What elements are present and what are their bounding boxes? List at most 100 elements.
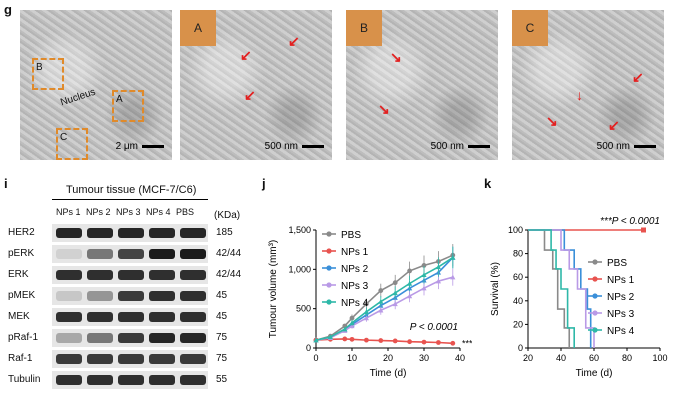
blot-band	[87, 333, 113, 343]
inset-a-label: A	[180, 10, 216, 46]
overview-box-b: B	[32, 58, 64, 90]
legend-label: NPs 3	[341, 281, 369, 292]
blot-row-label: pERK	[8, 248, 35, 259]
y-tick-label: 40	[513, 296, 523, 306]
x-tick-label: 0	[313, 353, 318, 363]
x-tick-label: 10	[347, 353, 357, 363]
data-point	[342, 336, 348, 342]
y-tick-label: 0	[306, 343, 311, 353]
lane-label: NPs 3	[116, 207, 141, 217]
blot-band	[180, 270, 206, 280]
blot-row-label: Tubulin	[8, 374, 41, 385]
blot-band	[87, 249, 113, 259]
inset-c-label: C	[512, 10, 548, 46]
x-tick-label: 60	[589, 353, 599, 363]
legend-label: PBS	[341, 230, 361, 241]
blot-band	[149, 270, 175, 280]
blot-band	[56, 354, 82, 364]
overview-scale-bar: 2 μm	[116, 141, 164, 152]
blot-kda-label: 42/44	[216, 248, 242, 259]
blot-row-label: Raf-1	[8, 353, 33, 364]
blot-kda-label: 75	[216, 353, 228, 364]
legend-label: NPs 4	[341, 298, 369, 309]
panel-k-letter: k	[484, 176, 492, 191]
blot-band	[87, 354, 113, 364]
blot-strip	[52, 329, 208, 347]
legend-marker	[326, 282, 332, 288]
data-point	[378, 338, 384, 343]
blot-band	[180, 291, 206, 301]
series-line	[315, 338, 453, 345]
data-point	[407, 339, 412, 345]
y-tick-label: 500	[296, 304, 311, 314]
legend-label: NPs 2	[607, 292, 635, 303]
censor-marker	[641, 227, 646, 233]
x-axis-label: Time (d)	[576, 368, 613, 379]
blot-band	[149, 375, 175, 385]
survival-step-line	[528, 229, 595, 348]
blot-band	[56, 228, 82, 238]
blot-band	[56, 375, 82, 385]
data-point	[378, 288, 384, 293]
legend-marker	[592, 259, 598, 265]
red-arrow-icon: ↙	[632, 69, 644, 85]
blot-band	[149, 228, 175, 238]
x-tick-label: 20	[383, 353, 393, 363]
data-point	[363, 315, 369, 321]
legend-marker	[326, 265, 332, 271]
red-arrow-icon: ↙	[288, 33, 300, 49]
data-point	[342, 326, 348, 332]
x-tick-label: 20	[523, 353, 533, 363]
legend-marker	[592, 276, 598, 282]
blot-band	[149, 333, 175, 343]
blot-title-underline	[52, 199, 208, 200]
legend-label: PBS	[607, 258, 627, 269]
blot-band	[180, 249, 206, 259]
legend-marker	[326, 231, 332, 237]
x-tick-label: 80	[622, 353, 632, 363]
y-tick-label: 100	[508, 225, 523, 235]
blot-title: Tumour tissue (MCF-7/C6)	[66, 184, 197, 196]
kda-header: (KDa)	[214, 210, 241, 221]
inset-b-label: B	[346, 10, 382, 46]
blot-kda-label: 55	[216, 374, 228, 385]
x-tick-label: 30	[419, 353, 429, 363]
blot-kda-label: 45	[216, 290, 228, 301]
lane-label: NPs 4	[146, 207, 171, 217]
blot-band	[180, 375, 206, 385]
blot-strip	[52, 287, 208, 305]
red-arrow-icon: ↓	[576, 87, 583, 103]
data-point	[349, 315, 355, 321]
red-arrow-icon: ↘	[378, 101, 390, 117]
red-arrow-icon: ↙	[608, 117, 620, 133]
data-point	[450, 340, 456, 346]
data-point	[421, 263, 427, 268]
legend-marker	[326, 299, 332, 305]
blot-row-label: pMEK	[8, 290, 36, 301]
blot-band	[149, 249, 175, 259]
overview-box-a: A	[112, 90, 144, 122]
data-point	[378, 307, 384, 313]
blot-kda-label: 185	[216, 227, 233, 238]
blot-band	[118, 270, 144, 280]
x-axis-label: Time (d)	[370, 368, 407, 379]
blot-band	[87, 270, 113, 280]
lane-label: NPs 2	[86, 207, 111, 217]
survival-step-line	[528, 229, 592, 348]
legend-label: NPs 1	[341, 247, 369, 258]
blot-strip	[52, 266, 208, 284]
red-arrow-icon: ↙	[244, 87, 256, 103]
blot-row-label: MEK	[8, 311, 30, 322]
legend-label: NPs 3	[607, 309, 635, 320]
survival-step-line	[528, 229, 575, 348]
legend-marker	[592, 293, 598, 299]
blot-band	[87, 228, 113, 238]
y-tick-label: 1,000	[288, 264, 311, 274]
blot-band	[56, 291, 82, 301]
blot-band	[180, 312, 206, 322]
data-point	[421, 285, 427, 291]
data-point	[421, 272, 427, 278]
blot-strip	[52, 308, 208, 326]
tem-inset-c: C ↙ ↓ ↘ ↙ 500 nm	[512, 10, 664, 160]
